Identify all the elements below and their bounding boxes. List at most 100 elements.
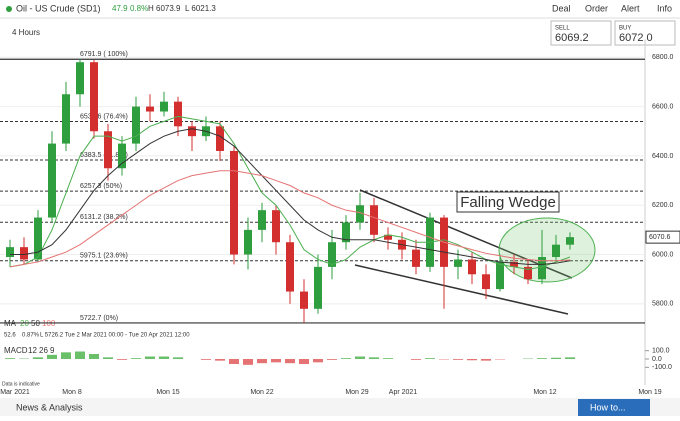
nav-item[interactable]: Order (585, 3, 608, 13)
x-tick-label: Mon 19 (638, 389, 661, 396)
instrument[interactable]: Oil - US Crude (SD1) (16, 3, 101, 13)
macd-bar (355, 357, 365, 360)
howto-label: How to... (590, 402, 626, 412)
status-dot (6, 6, 12, 12)
macd-bar (537, 358, 547, 359)
macd-bar (565, 357, 575, 359)
legend-value: 52.6 (4, 333, 16, 339)
annotation: Falling Wedge (460, 194, 556, 211)
macd-bar (61, 352, 71, 359)
macd-bar (257, 359, 267, 363)
y-tick-label: 6600.0 (652, 103, 674, 110)
y-tick-label: 6000.0 (652, 251, 674, 258)
candle-body (90, 62, 98, 131)
news-link[interactable]: News & Analysis (16, 402, 83, 412)
top-bar (0, 0, 680, 18)
candle-body (454, 259, 462, 266)
macd-bar (271, 359, 281, 362)
candle-body (230, 151, 238, 255)
macd-bar (313, 359, 323, 362)
candle-body (34, 218, 42, 260)
candle-body (48, 144, 56, 218)
change-pct: 0.8% (130, 4, 148, 13)
candle-body (566, 237, 574, 245)
y-tick-label: 5800.0 (652, 301, 674, 308)
fib-label: 6791.9 ( 100%) (80, 51, 128, 58)
macd-bar (47, 355, 57, 359)
macd-legend: 9 (50, 346, 55, 355)
macd-bar (243, 359, 253, 365)
candle-body (76, 62, 84, 94)
nav-item[interactable]: Info (657, 3, 672, 13)
nav-item[interactable]: Alert (621, 3, 640, 13)
macd-bar (467, 359, 477, 360)
y-tick-label: 6400.0 (652, 153, 674, 160)
candle-body (272, 210, 280, 242)
macd-bar (453, 359, 463, 360)
macd-bar (201, 359, 211, 360)
candle-body (174, 102, 182, 127)
nav-item[interactable]: Deal (552, 3, 571, 13)
fib-label: 5722.7 (0%) (80, 315, 118, 322)
macd-bar (75, 352, 85, 360)
macd-bar (33, 357, 43, 359)
candle-body (20, 247, 28, 259)
fib-label: 6539.6 (76.4%) (80, 113, 128, 120)
macd-bar (425, 358, 435, 359)
legend-value: 0.87% (22, 333, 40, 339)
macd-bar (551, 358, 561, 359)
macd-bar (369, 357, 379, 359)
x-tick-label: Mon 29 (345, 389, 368, 396)
candle-body (6, 247, 14, 257)
fib-label: 5975.1 (23.6%) (80, 253, 128, 260)
candle-body (314, 267, 322, 309)
macd-bar (229, 359, 239, 364)
macd-bar (5, 358, 15, 359)
macd-bar (327, 359, 337, 360)
y-tick-label: 100.0 (652, 348, 670, 355)
low: L 6021.3 (185, 4, 216, 13)
highlight (499, 218, 595, 282)
macd-bar (215, 359, 225, 361)
macd-legend: MACD (4, 346, 28, 355)
candle-body (300, 292, 308, 309)
candle-body (258, 210, 266, 230)
legend-range: L 5726.2 Tue 2 Mar 2021 00:00 - Tue 20 A… (40, 333, 190, 339)
ma-legend: 100 (42, 319, 56, 328)
price-label: 6070.6 (649, 234, 671, 241)
buy-label: BUY (619, 26, 631, 32)
macd-bar (159, 357, 169, 360)
candle-body (552, 245, 560, 257)
macd-legend: 12 (28, 346, 37, 355)
macd-bar (481, 359, 491, 361)
x-tick-label: Mon 15 (156, 389, 179, 396)
ma-legend: 20 (20, 319, 29, 328)
candle-body (496, 262, 504, 289)
macd-bar (117, 359, 127, 360)
y-tick-label: 6200.0 (652, 202, 674, 209)
macd-bar (285, 359, 295, 363)
macd-bar (341, 358, 351, 359)
buy-price: 6072.0 (619, 32, 653, 44)
macd-bar (173, 357, 183, 359)
macd-bar (131, 358, 141, 359)
ma-legend: MA (4, 319, 17, 328)
y-tick-label: -100.0 (652, 364, 672, 371)
ma-legend: 50 (31, 319, 40, 328)
macd-bar (299, 359, 309, 364)
macd-bar (89, 354, 99, 359)
x-tick-label: Mon 12 (533, 389, 556, 396)
macd-bar (411, 359, 421, 360)
x-tick-label: Mar 2021 (0, 389, 30, 396)
candle-body (118, 144, 126, 169)
candle-body (370, 205, 378, 235)
candle-body (468, 259, 476, 274)
y-tick-label: 0.0 (652, 356, 662, 363)
note: Data is indicative (2, 381, 40, 387)
candle-body (62, 94, 70, 143)
fib-label: 6257.3 (50%) (80, 183, 122, 190)
sell-price: 6069.2 (555, 32, 589, 44)
candle-body (132, 107, 140, 144)
candle-body (412, 250, 420, 267)
